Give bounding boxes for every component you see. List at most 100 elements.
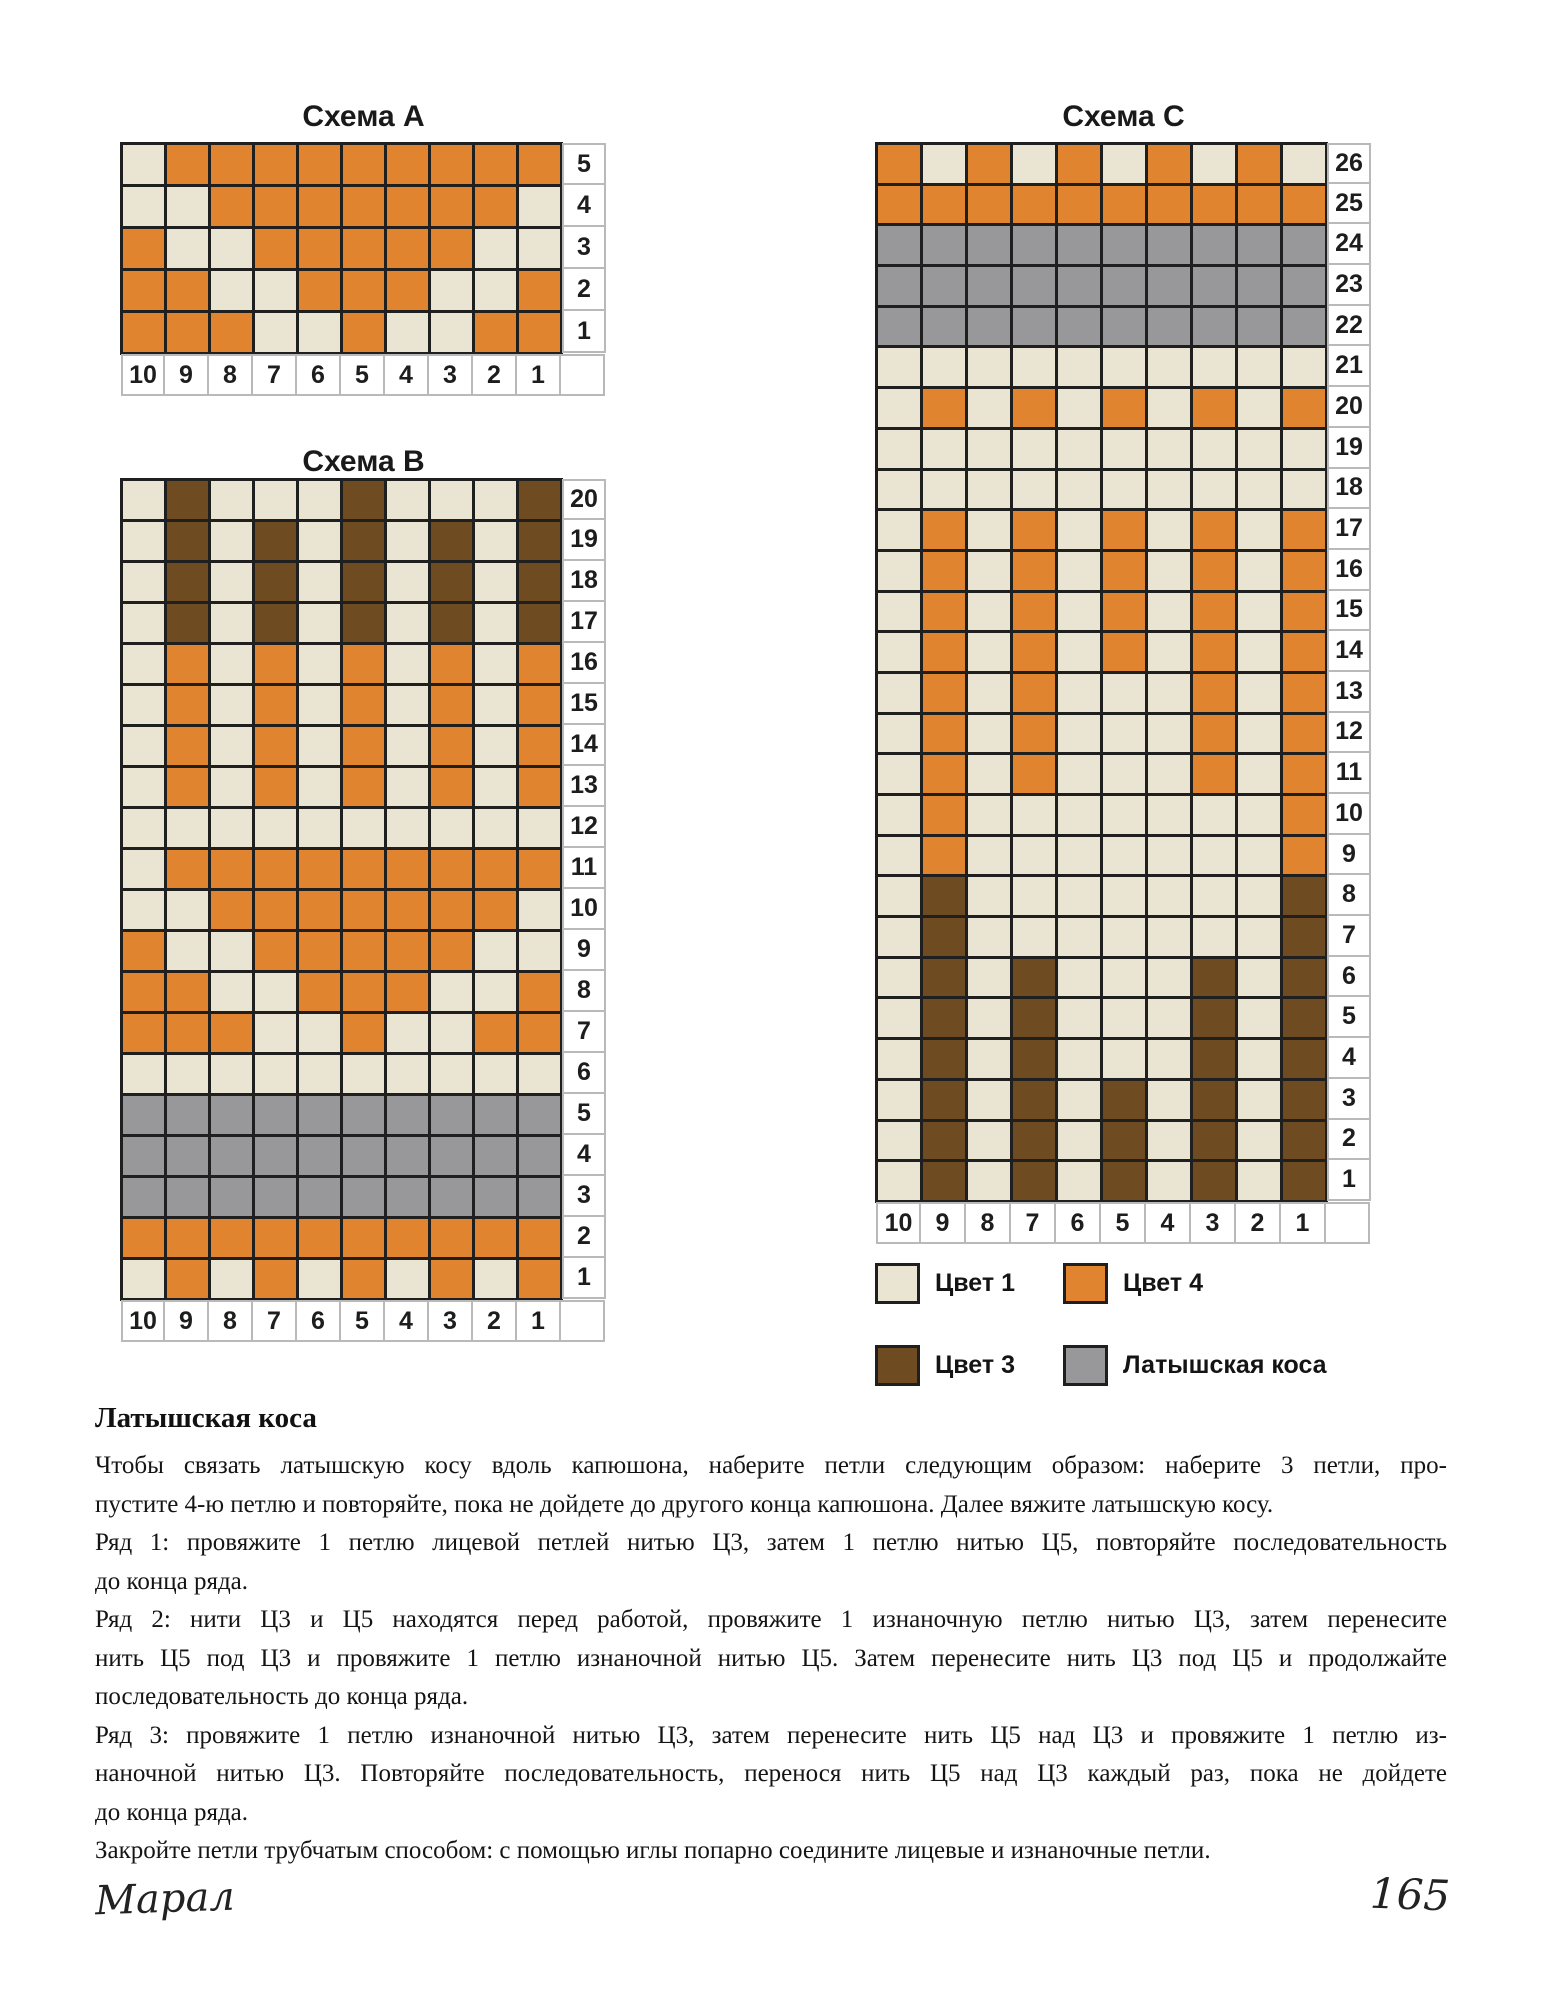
grid-cell bbox=[1238, 307, 1280, 346]
stitch-number-label: 4 bbox=[385, 1300, 429, 1342]
row-number-label: 4 bbox=[562, 1135, 606, 1176]
grid-cell bbox=[211, 850, 252, 888]
grid-cell bbox=[1013, 958, 1055, 997]
grid-cell bbox=[1283, 470, 1325, 509]
grid-cell bbox=[1013, 429, 1055, 468]
grid-cell bbox=[167, 1260, 208, 1298]
chart-schema-a: Схема A 5 4 3 2 1 10 9 8 7 6 5 4 3 2 1 bbox=[120, 100, 607, 397]
grid-cell bbox=[343, 1014, 384, 1052]
grid-cell bbox=[343, 481, 384, 519]
column-labels-row: 10 9 8 7 6 5 4 3 2 1 bbox=[876, 1202, 1370, 1245]
grid-cell bbox=[968, 1040, 1010, 1078]
grid-cell bbox=[343, 768, 384, 806]
row-number-label: 18 bbox=[1327, 468, 1371, 510]
grid-cell bbox=[923, 958, 965, 997]
grid-cell bbox=[1238, 673, 1280, 712]
grid-cell bbox=[1238, 185, 1280, 224]
grid-cell bbox=[431, 1178, 472, 1216]
grid-cell bbox=[343, 727, 384, 765]
row-number-label: 19 bbox=[1327, 427, 1371, 469]
grid-cell bbox=[1058, 1162, 1100, 1200]
stitch-number-label: 10 bbox=[121, 1300, 165, 1342]
grid-cell bbox=[1058, 1121, 1100, 1160]
grid-cell bbox=[123, 481, 164, 519]
grid-cell bbox=[1193, 918, 1235, 956]
grid-cell bbox=[1013, 633, 1055, 671]
grid-cell bbox=[211, 1178, 252, 1216]
grid-cell bbox=[167, 768, 208, 806]
grid-cell bbox=[1058, 267, 1100, 305]
grid-cell bbox=[387, 1014, 428, 1052]
grid-cell bbox=[167, 1178, 208, 1216]
grid-cell bbox=[123, 1178, 164, 1216]
grid-cell bbox=[299, 313, 340, 352]
grid-cell bbox=[255, 1219, 296, 1257]
grid-cell bbox=[167, 932, 208, 970]
grid-cell bbox=[431, 522, 472, 560]
grid-cell bbox=[123, 1055, 164, 1093]
grid-cell bbox=[431, 1055, 472, 1093]
grid-cell bbox=[475, 1219, 516, 1257]
grid-cell bbox=[1103, 673, 1145, 712]
grid-cell bbox=[343, 145, 384, 184]
grid-cell bbox=[1193, 796, 1235, 834]
instructions-text: Чтобы связать латышскую косу вдоль капюш… bbox=[95, 1447, 1447, 1871]
grid-cell bbox=[923, 755, 965, 793]
grid-cell bbox=[1058, 877, 1100, 916]
grid-cell bbox=[968, 307, 1010, 346]
grid-cell bbox=[519, 727, 560, 765]
row-number-label: 23 bbox=[1327, 265, 1371, 306]
legend-item-color3: Цвет 3 bbox=[875, 1345, 1015, 1386]
grid-cell bbox=[1148, 673, 1190, 712]
grid-cell bbox=[211, 1219, 252, 1257]
grid-cell bbox=[387, 1055, 428, 1093]
grid-cell bbox=[968, 389, 1010, 427]
grid-cell bbox=[878, 389, 920, 427]
grid-cell bbox=[255, 891, 296, 929]
stitch-number-label: 8 bbox=[209, 1300, 253, 1342]
grid-cell bbox=[255, 187, 296, 226]
row-number-label: 26 bbox=[1327, 143, 1371, 184]
grid-cell bbox=[1013, 836, 1055, 875]
grid-cell bbox=[1148, 1121, 1190, 1160]
grid-cell bbox=[475, 891, 516, 929]
grid-cell bbox=[255, 229, 296, 268]
grid-cell bbox=[1283, 429, 1325, 468]
grid-cell bbox=[923, 877, 965, 916]
grid-cell bbox=[123, 1137, 164, 1175]
grid-cell bbox=[1283, 389, 1325, 427]
grid-cell bbox=[1193, 755, 1235, 793]
grid-cell bbox=[519, 932, 560, 970]
grid-cell bbox=[167, 604, 208, 642]
grid-cell bbox=[878, 511, 920, 549]
grid-cell bbox=[1283, 796, 1325, 834]
grid-cell bbox=[255, 563, 296, 601]
grid-cell bbox=[211, 1014, 252, 1052]
grid-cell bbox=[211, 686, 252, 724]
grid-cell bbox=[1238, 877, 1280, 916]
instruction-line: Ряд 1: провяжите 1 петлю лицевой петлей … bbox=[95, 1529, 1447, 1556]
grid-cell bbox=[1058, 226, 1100, 265]
grid-cell bbox=[1193, 348, 1235, 387]
grid-cell bbox=[123, 809, 164, 847]
row-number-label: 11 bbox=[1327, 753, 1371, 794]
grid-cell bbox=[1238, 958, 1280, 997]
grid-cell bbox=[123, 686, 164, 724]
instruction-line: нить Ц5 под Ц3 и провяжите 1 петлю изнан… bbox=[95, 1644, 1447, 1672]
grid-cell bbox=[878, 145, 920, 183]
grid-cell bbox=[968, 145, 1010, 183]
grid-cell bbox=[475, 1014, 516, 1052]
grid-cell bbox=[255, 850, 296, 888]
chart-a-title: Схема A bbox=[302, 100, 425, 133]
grid-cell bbox=[1193, 592, 1235, 631]
row-number-label: 15 bbox=[1327, 590, 1371, 632]
grid-cell bbox=[255, 145, 296, 184]
grid-cell bbox=[1103, 470, 1145, 509]
grid-cell bbox=[1148, 145, 1190, 183]
grid-cell bbox=[1238, 1162, 1280, 1200]
grid-cell bbox=[211, 645, 252, 683]
legend-item-color1: Цвет 1 bbox=[875, 1263, 1015, 1304]
grid-cell bbox=[923, 999, 965, 1038]
grid-cell bbox=[1058, 511, 1100, 549]
color-legend: Цвет 1 Цвет 4 Цвет 3 Латышская коса bbox=[875, 1263, 1455, 1398]
